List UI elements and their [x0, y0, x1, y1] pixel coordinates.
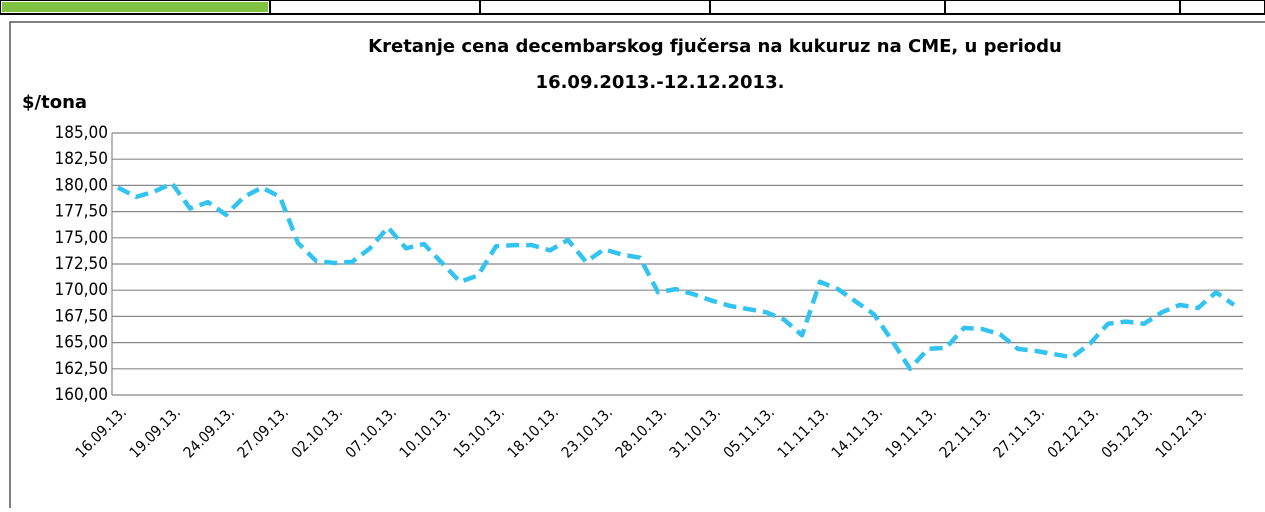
chart-subtitle: 16.09.2013.-12.12.2013. [536, 72, 785, 93]
y-tick-label: 185,00 [55, 123, 109, 143]
sheet-cell-highlight [2, 2, 268, 12]
y-tick-label: 167,50 [55, 306, 109, 326]
y-tick-label: 160,00 [55, 385, 109, 405]
y-tick-label: 162,50 [55, 359, 109, 379]
y-tick-label: 175,00 [55, 228, 109, 248]
chart-title: Kretanje cena decembarskog fjučersa na k… [368, 36, 1062, 57]
y-tick-label: 182,50 [55, 149, 109, 169]
data-line [116, 181, 1236, 372]
y-tick-label: 170,00 [55, 280, 109, 300]
sheet-separators [269, 0, 1181, 14]
y-axis-label: $/tona [22, 92, 87, 113]
y-tick-label: 177,50 [55, 202, 109, 222]
y-tick-label: 165,00 [55, 333, 109, 353]
sheet-row [0, 0, 1265, 15]
y-tick-label: 180,00 [55, 175, 109, 195]
chart-frame [9, 21, 1265, 512]
y-tick-label: 172,50 [55, 254, 109, 274]
